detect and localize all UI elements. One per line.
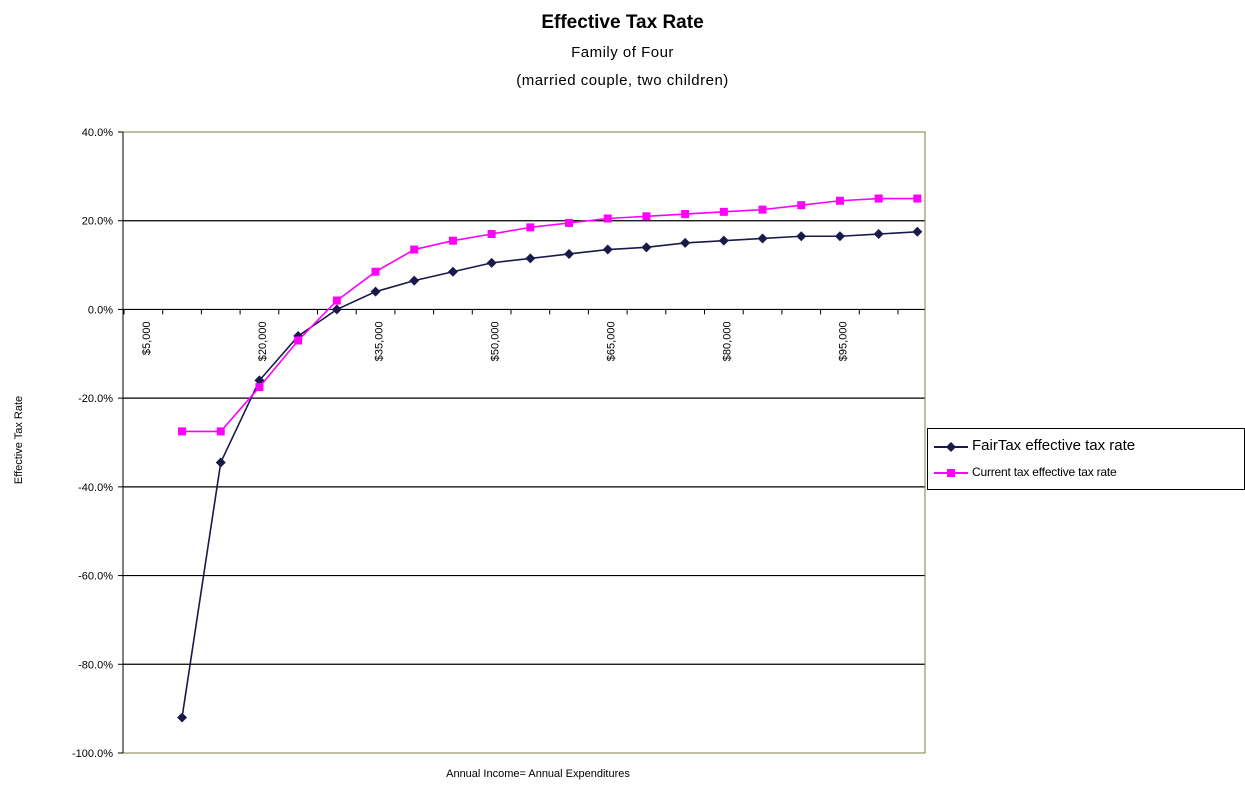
data-point bbox=[873, 229, 884, 240]
series-line bbox=[181, 231, 918, 718]
chart-subtitle-line-2: (married couple, two children) bbox=[516, 72, 729, 89]
data-point bbox=[680, 237, 691, 248]
data-point bbox=[448, 236, 457, 245]
data-point bbox=[409, 275, 420, 286]
data-point bbox=[525, 253, 536, 264]
y-axis-label: Effective Tax Rate bbox=[13, 396, 25, 484]
x-tick-labels: $5,000 $20,000 $35,000 $50,000 $65,000 $80,00… bbox=[141, 321, 850, 361]
legend-label-current-tax: Current tax effective tax rate bbox=[972, 465, 1117, 479]
series-fairtax bbox=[177, 226, 923, 723]
data-point bbox=[796, 231, 807, 242]
data-point bbox=[526, 223, 535, 232]
data-point bbox=[912, 226, 923, 237]
series-current-tax bbox=[178, 194, 922, 436]
data-point bbox=[757, 233, 768, 244]
y-tick-labels: 40.0% 20.0% 0.0% -20.0% -40.0% -60.0% -80.0% -1… bbox=[72, 127, 113, 760]
y-tick-label: -100.0% bbox=[72, 748, 113, 760]
legend-label-fairtax: FairTax effective tax rate bbox=[972, 437, 1136, 454]
axes bbox=[118, 131, 899, 754]
chart-subtitle-line-1: Family of Four bbox=[571, 44, 674, 61]
data-point bbox=[834, 231, 845, 242]
data-point bbox=[487, 230, 496, 239]
y-tick-label: -80.0% bbox=[78, 659, 113, 671]
chart-title: Effective Tax Rate bbox=[541, 12, 704, 33]
plot-area-border bbox=[122, 131, 926, 754]
data-point bbox=[642, 212, 651, 221]
data-point bbox=[913, 194, 922, 203]
data-point bbox=[215, 457, 226, 468]
x-tick-label: $35,000 bbox=[373, 321, 385, 361]
data-point bbox=[719, 207, 728, 216]
x-tick-label: $80,000 bbox=[722, 321, 734, 361]
x-tick-label: $50,000 bbox=[489, 321, 501, 361]
data-point bbox=[255, 383, 264, 392]
legend: FairTax effective tax rate Current tax e… bbox=[927, 428, 1245, 490]
x-axis-label: Annual Income= Annual Expenditures bbox=[446, 768, 630, 780]
y-tick-label: 0.0% bbox=[88, 304, 113, 316]
data-point bbox=[681, 210, 690, 219]
data-point bbox=[178, 427, 187, 436]
data-point bbox=[447, 266, 458, 277]
legend-marker-fairtax bbox=[934, 442, 968, 452]
data-point bbox=[216, 427, 225, 436]
data-point bbox=[177, 712, 188, 723]
y-tick-label: 20.0% bbox=[82, 216, 113, 228]
data-point bbox=[603, 214, 612, 223]
data-point bbox=[370, 286, 381, 297]
legend-marker-current-tax bbox=[934, 469, 968, 477]
data-point bbox=[874, 194, 883, 203]
data-point bbox=[332, 296, 341, 305]
data-point bbox=[718, 235, 729, 246]
data-point bbox=[331, 304, 342, 315]
y-tick-label: -60.0% bbox=[78, 571, 113, 583]
y-tick-label: -40.0% bbox=[78, 482, 113, 494]
data-point bbox=[835, 196, 844, 205]
y-tick-label: 40.0% bbox=[82, 127, 113, 139]
data-point bbox=[564, 248, 575, 259]
series bbox=[177, 194, 923, 723]
data-point bbox=[565, 218, 574, 227]
data-point bbox=[641, 242, 652, 253]
data-point bbox=[602, 244, 613, 255]
x-tick-label: $95,000 bbox=[838, 321, 850, 361]
data-point bbox=[371, 267, 380, 276]
data-point bbox=[410, 245, 419, 254]
data-point bbox=[758, 205, 767, 214]
y-tick-label: -20.0% bbox=[78, 393, 113, 405]
x-tick-label: $20,000 bbox=[257, 321, 269, 361]
series-line bbox=[182, 197, 918, 433]
data-point bbox=[294, 336, 303, 345]
data-point bbox=[486, 257, 497, 268]
gridlines bbox=[123, 220, 925, 665]
x-tick-label: $65,000 bbox=[605, 321, 617, 361]
x-tick-label: $5,000 bbox=[141, 321, 153, 355]
data-point bbox=[797, 201, 806, 210]
